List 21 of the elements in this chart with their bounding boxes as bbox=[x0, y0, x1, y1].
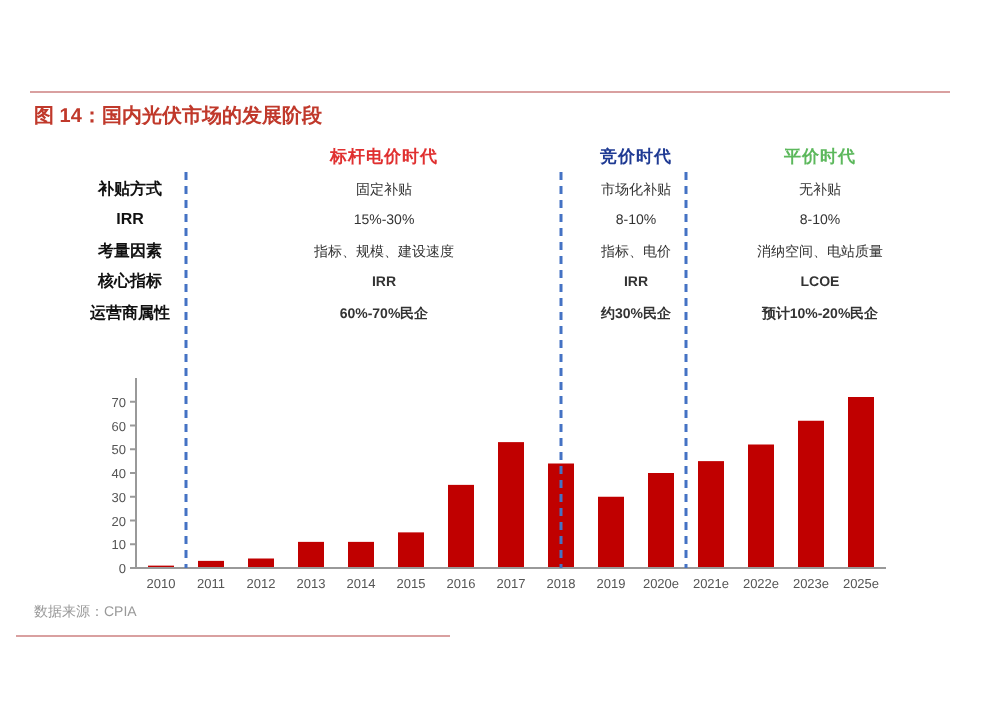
bar bbox=[298, 541, 324, 568]
text: 标杆电价时代 bbox=[328, 146, 438, 166]
bar bbox=[798, 420, 824, 568]
bar bbox=[648, 473, 674, 568]
text: 平价时代 bbox=[782, 146, 856, 166]
text: 考量因素 bbox=[96, 242, 162, 260]
bar bbox=[548, 463, 574, 568]
bar bbox=[348, 541, 374, 568]
bar bbox=[598, 496, 624, 568]
bar bbox=[698, 461, 724, 568]
text: IRR bbox=[116, 210, 145, 228]
bar bbox=[448, 484, 474, 568]
chart-title: 图 14：国内光伏市场的发展阶段 bbox=[34, 104, 324, 128]
text: 核心指标 bbox=[96, 270, 162, 290]
text: 补贴方式 bbox=[96, 178, 162, 198]
bar bbox=[398, 532, 424, 568]
bar bbox=[748, 444, 774, 568]
bar bbox=[498, 442, 524, 568]
text: 竞价时代 bbox=[598, 146, 672, 166]
bar bbox=[848, 397, 874, 568]
text: 运营商属性 bbox=[88, 302, 170, 322]
